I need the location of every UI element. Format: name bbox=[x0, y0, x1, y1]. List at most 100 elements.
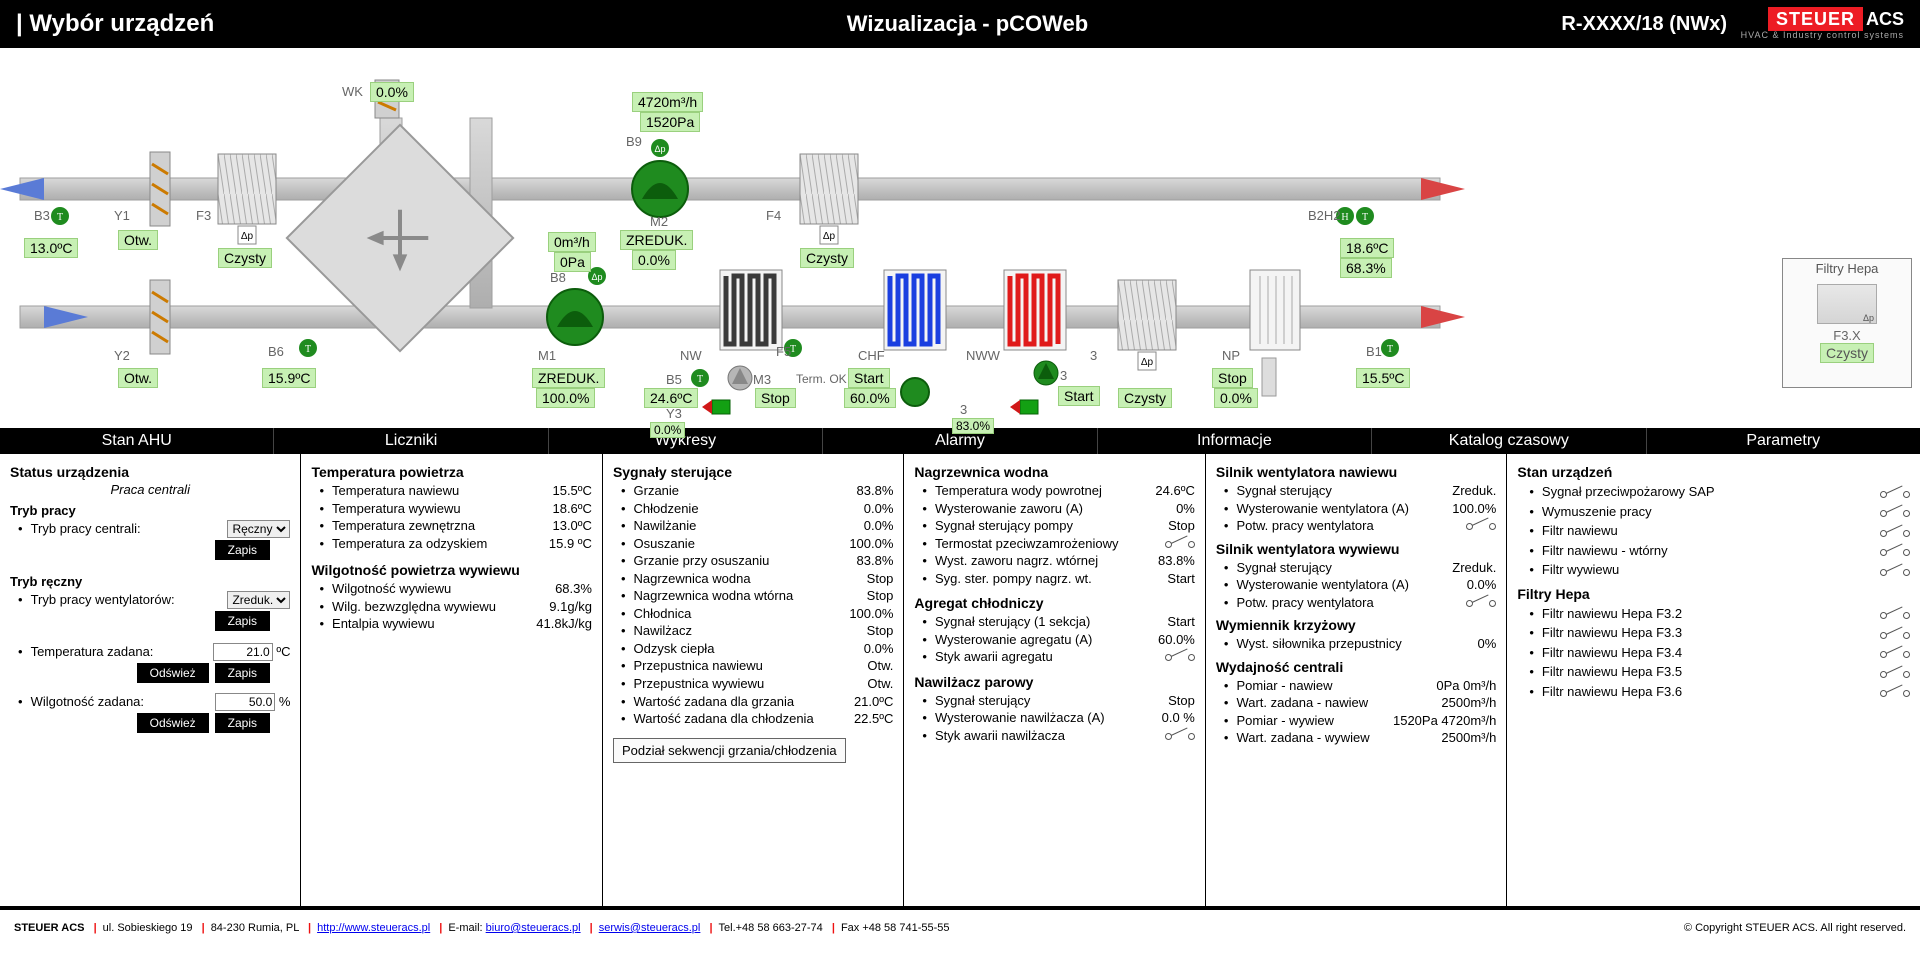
list-item: Przepustnica wywiewuOtw. bbox=[637, 675, 893, 693]
svg-text:Δp: Δp bbox=[1141, 357, 1154, 368]
info-h3: Wymiennik krzyżowy bbox=[1216, 617, 1496, 633]
val-m31: Start bbox=[1058, 386, 1100, 406]
tag-y2: Y2 bbox=[114, 348, 130, 363]
list-item: Wart. zadana - wywiew2500m³/h bbox=[1240, 729, 1496, 747]
col-title-2[interactable]: Wykresy bbox=[549, 428, 823, 454]
list-item: Wysterowanie zaworu (A)0% bbox=[938, 500, 1194, 518]
tag-y3: Y3 bbox=[666, 406, 682, 421]
svg-text:Δp: Δp bbox=[823, 231, 836, 242]
list-item: Temperatura nawiewu15.5ºC bbox=[335, 482, 591, 500]
col-title-5[interactable]: Katalog czasowy bbox=[1372, 428, 1646, 454]
val-y3: 0.0% bbox=[650, 422, 685, 438]
val-hepa: Czysty bbox=[1820, 343, 1874, 363]
switch-icon bbox=[1880, 627, 1910, 639]
wykresy-heading: Sygnały sterujące bbox=[613, 464, 893, 480]
col-wykresy: Sygnały sterujące Grzanie83.8%Chłodzenie… bbox=[603, 454, 904, 906]
liczniki-temp-heading: Temperatura powietrza bbox=[311, 464, 591, 480]
device-select-link[interactable]: | Wybór urządzeń bbox=[16, 10, 436, 38]
switch-icon bbox=[1880, 666, 1910, 678]
tryb-label: Tryb pracy centrali: bbox=[31, 520, 220, 538]
tag-m31: 3 bbox=[1060, 368, 1067, 383]
col-liczniki: Temperatura powietrza Temperatura nawiew… bbox=[301, 454, 602, 906]
list-item: Wilg. bezwzględna wywiewu9.1g/kg bbox=[335, 598, 591, 616]
list-item: Filtr nawiewu bbox=[1529, 521, 1910, 541]
liczniki-wilg-heading: Wilgotność powietrza wywiewu bbox=[311, 562, 591, 578]
brand-logo: STEUERACS HVAC & Industry control system… bbox=[1739, 9, 1904, 40]
list-item: Wysterowanie nawilżacza (A)0.0 % bbox=[938, 709, 1194, 727]
header-bar: | Wybór urządzeń Wizualizacja - pCOWeb R… bbox=[0, 0, 1920, 48]
col-alarmy: Nagrzewnica wodnaTemperatura wody powrot… bbox=[904, 454, 1205, 906]
val-b2h2-h: 68.3% bbox=[1340, 258, 1392, 278]
list-item: Sygnał sterującyZreduk. bbox=[1240, 482, 1496, 500]
val-b3: 13.0ºC bbox=[24, 238, 78, 258]
svg-text:Δp: Δp bbox=[591, 272, 602, 282]
switch-icon bbox=[1880, 646, 1910, 658]
wilg-unit: % bbox=[279, 694, 291, 709]
tryb-heading: Tryb pracy bbox=[10, 503, 290, 518]
list-item: Osuszanie100.0% bbox=[637, 535, 893, 553]
col-title-4[interactable]: Informacje bbox=[1098, 428, 1372, 454]
list-item: Sygnał sterujący (1 sekcja)Start bbox=[938, 613, 1194, 631]
list-item: Wilgotność wywiewu68.3% bbox=[335, 580, 591, 598]
tag-m2: M2 bbox=[650, 214, 668, 229]
tag-b2h2: B2H2 bbox=[1308, 208, 1341, 223]
list-item: Sygnał sterującyZreduk. bbox=[1240, 559, 1496, 577]
col-title-0[interactable]: Stan AHU bbox=[0, 428, 274, 454]
list-item: Wyst. siłownika przepustnicy0% bbox=[1240, 635, 1496, 653]
val-m1-state: ZREDUK. bbox=[532, 368, 605, 388]
tryb-save-button[interactable]: Zapis bbox=[215, 540, 270, 560]
sequence-button[interactable]: Podział sekwencji grzania/chłodzenia bbox=[613, 738, 846, 763]
footer-www-link[interactable]: http://www.steueracs.pl bbox=[317, 922, 430, 934]
list-item: NawilżaczStop bbox=[637, 622, 893, 640]
tag-np: NP bbox=[1222, 348, 1240, 363]
val-m1-flow: 0m³/h bbox=[548, 232, 596, 252]
alarmy-h1: Nagrzewnica wodna bbox=[914, 464, 1194, 480]
list-item: Temperatura wywiewu18.6ºC bbox=[335, 500, 591, 518]
temp-refresh-button[interactable]: Odśwież bbox=[137, 663, 209, 683]
list-item: Pomiar - nawiew0Pa 0m³/h bbox=[1240, 677, 1496, 695]
list-item: Pomiar - wywiew1520Pa 4720m³/h bbox=[1240, 712, 1496, 730]
tryb-select[interactable]: Ręczny bbox=[227, 520, 290, 538]
list-item: Wart. zadana - nawiew2500m³/h bbox=[1240, 694, 1496, 712]
svg-text:T: T bbox=[1362, 212, 1368, 223]
tag-b3: B3 bbox=[34, 208, 50, 223]
tag-y1: Y1 bbox=[114, 208, 130, 223]
tag-f31: 3 bbox=[1090, 348, 1097, 363]
col-title-6[interactable]: Parametry bbox=[1647, 428, 1920, 454]
temp-zadana-input[interactable] bbox=[213, 643, 273, 661]
svg-text:T: T bbox=[1387, 344, 1393, 355]
tag-b9: B9 bbox=[626, 134, 642, 149]
list-item: Wysterowanie agregatu (A)60.0% bbox=[938, 631, 1194, 649]
went-select[interactable]: Zreduk. bbox=[227, 591, 290, 609]
list-item: Sygnał sterującyStop bbox=[938, 692, 1194, 710]
col-stan-ahu: Status urządzenia Praca centrali Tryb pr… bbox=[0, 454, 301, 906]
list-item: Sygnał przeciwpożarowy SAP bbox=[1529, 482, 1910, 502]
wilg-save-button[interactable]: Zapis bbox=[215, 713, 270, 733]
info-h4: Wydajność centrali bbox=[1216, 659, 1496, 675]
col-title-1[interactable]: Liczniki bbox=[274, 428, 548, 454]
switch-icon bbox=[1466, 595, 1496, 607]
footer-mail1[interactable]: biuro@steueracs.pl bbox=[486, 922, 581, 934]
footer-mail2[interactable]: serwis@steueracs.pl bbox=[599, 922, 701, 934]
list-item: Entalpia wywiewu41.8kJ/kg bbox=[335, 615, 591, 633]
list-item: Wartość zadana dla grzania21.0ºC bbox=[637, 693, 893, 711]
temp-save-button[interactable]: Zapis bbox=[215, 663, 270, 683]
wilg-refresh-button[interactable]: Odśwież bbox=[137, 713, 209, 733]
wilg-zadana-input[interactable] bbox=[215, 693, 275, 711]
switch-icon bbox=[1466, 518, 1496, 530]
svg-text:Δp: Δp bbox=[241, 231, 254, 242]
list-item: Wartość zadana dla chłodzenia22.5ºC bbox=[637, 710, 893, 728]
list-item: Styk awarii nawilżacza bbox=[938, 727, 1194, 745]
unit-id: R-XXXX/18 (NWx) bbox=[1499, 13, 1739, 36]
switch-icon bbox=[1880, 564, 1910, 576]
katalog-h1: Stan urządzeń bbox=[1517, 464, 1910, 480]
list-item: Termostat pzeciwzamrożeniowy bbox=[938, 535, 1194, 553]
val-b5: 24.6ºC bbox=[644, 388, 698, 408]
went-save-button[interactable]: Zapis bbox=[215, 611, 270, 631]
list-item: Wysterowanie wentylatora (A)100.0% bbox=[1240, 500, 1496, 518]
switch-icon bbox=[1880, 486, 1910, 498]
tag-b8: B8 bbox=[550, 270, 566, 285]
val-f31: Czysty bbox=[1118, 388, 1172, 408]
val-chf-state: Start bbox=[848, 368, 890, 388]
status-subtitle: Praca centrali bbox=[110, 482, 189, 497]
